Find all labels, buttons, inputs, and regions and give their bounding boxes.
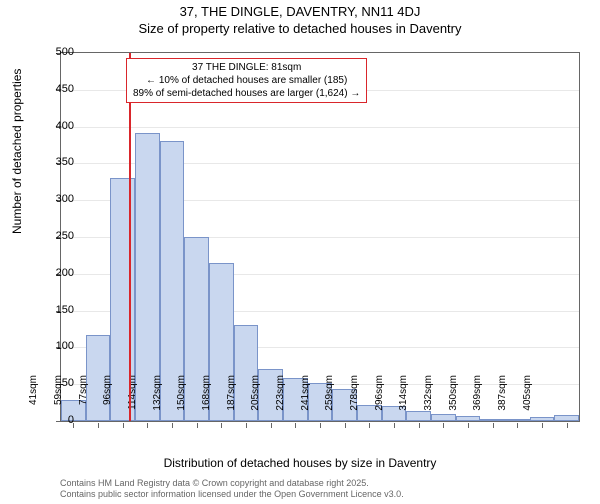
- plot-area: 41sqm59sqm77sqm96sqm114sqm132sqm150sqm16…: [60, 52, 580, 422]
- xtick-label: 278sqm: [349, 375, 360, 425]
- y-axis-title: Number of detached properties: [10, 69, 24, 234]
- ytick-label: 100: [34, 340, 74, 352]
- xtick-mark: [147, 423, 148, 428]
- xtick-label: 350sqm: [448, 375, 459, 425]
- xtick-label: 369sqm: [472, 375, 483, 425]
- ytick-label: 350: [34, 156, 74, 168]
- xtick-mark: [320, 423, 321, 428]
- chart-title-line1: 37, THE DINGLE, DAVENTRY, NN11 4DJ: [0, 4, 600, 19]
- footer-line2: Contains public sector information licen…: [60, 489, 404, 500]
- xtick-mark: [246, 423, 247, 428]
- chart-area: 41sqm59sqm77sqm96sqm114sqm132sqm150sqm16…: [60, 52, 580, 422]
- ytick-label: 200: [34, 267, 74, 279]
- xtick-mark: [567, 423, 568, 428]
- ytick-label: 400: [34, 120, 74, 132]
- xtick-label: 187sqm: [226, 375, 237, 425]
- annotation-box: 37 THE DINGLE: 81sqm← 10% of detached ho…: [126, 58, 367, 103]
- xtick-mark: [271, 423, 272, 428]
- xtick-label: 150sqm: [176, 375, 187, 425]
- xtick-mark: [123, 423, 124, 428]
- xtick-label: 96sqm: [102, 375, 113, 425]
- xtick-label: 314sqm: [398, 375, 409, 425]
- xtick-label: 77sqm: [78, 375, 89, 425]
- ytick-label: 250: [34, 230, 74, 242]
- xtick-mark: [172, 423, 173, 428]
- gridline: [61, 127, 579, 128]
- xtick-mark: [468, 423, 469, 428]
- ytick-label: 300: [34, 193, 74, 205]
- x-axis-title: Distribution of detached houses by size …: [0, 456, 600, 470]
- histogram-bar: [554, 415, 579, 421]
- xtick-mark: [394, 423, 395, 428]
- xtick-label: 168sqm: [201, 375, 212, 425]
- ytick-label: 150: [34, 304, 74, 316]
- xtick-mark: [197, 423, 198, 428]
- annotation-line2: ← 10% of detached houses are smaller (18…: [133, 74, 360, 87]
- xtick-mark: [443, 423, 444, 428]
- xtick-mark: [419, 423, 420, 428]
- ytick-label: 500: [34, 46, 74, 58]
- ytick-label: 50: [34, 377, 74, 389]
- xtick-mark: [493, 423, 494, 428]
- ytick-label: 450: [34, 83, 74, 95]
- xtick-mark: [369, 423, 370, 428]
- xtick-mark: [295, 423, 296, 428]
- xtick-label: 132sqm: [152, 375, 163, 425]
- xtick-label: 205sqm: [250, 375, 261, 425]
- xtick-label: 259sqm: [324, 375, 335, 425]
- xtick-label: 296sqm: [374, 375, 385, 425]
- xtick-label: 223sqm: [275, 375, 286, 425]
- xtick-label: 405sqm: [522, 375, 533, 425]
- xtick-label: 332sqm: [423, 375, 434, 425]
- chart-title-line2: Size of property relative to detached ho…: [0, 21, 600, 36]
- property-marker-line: [129, 53, 131, 421]
- xtick-mark: [517, 423, 518, 428]
- xtick-mark: [542, 423, 543, 428]
- annotation-line3: 89% of semi-detached houses are larger (…: [133, 87, 360, 100]
- xtick-mark: [98, 423, 99, 428]
- xtick-label: 241sqm: [300, 375, 311, 425]
- xtick-mark: [345, 423, 346, 428]
- xtick-label: 387sqm: [497, 375, 508, 425]
- xtick-mark: [221, 423, 222, 428]
- footer-attribution: Contains HM Land Registry data © Crown c…: [60, 478, 404, 500]
- histogram-bar: [530, 417, 555, 421]
- annotation-line1: 37 THE DINGLE: 81sqm: [133, 61, 360, 74]
- footer-line1: Contains HM Land Registry data © Crown c…: [60, 478, 404, 489]
- ytick-label: 0: [34, 414, 74, 426]
